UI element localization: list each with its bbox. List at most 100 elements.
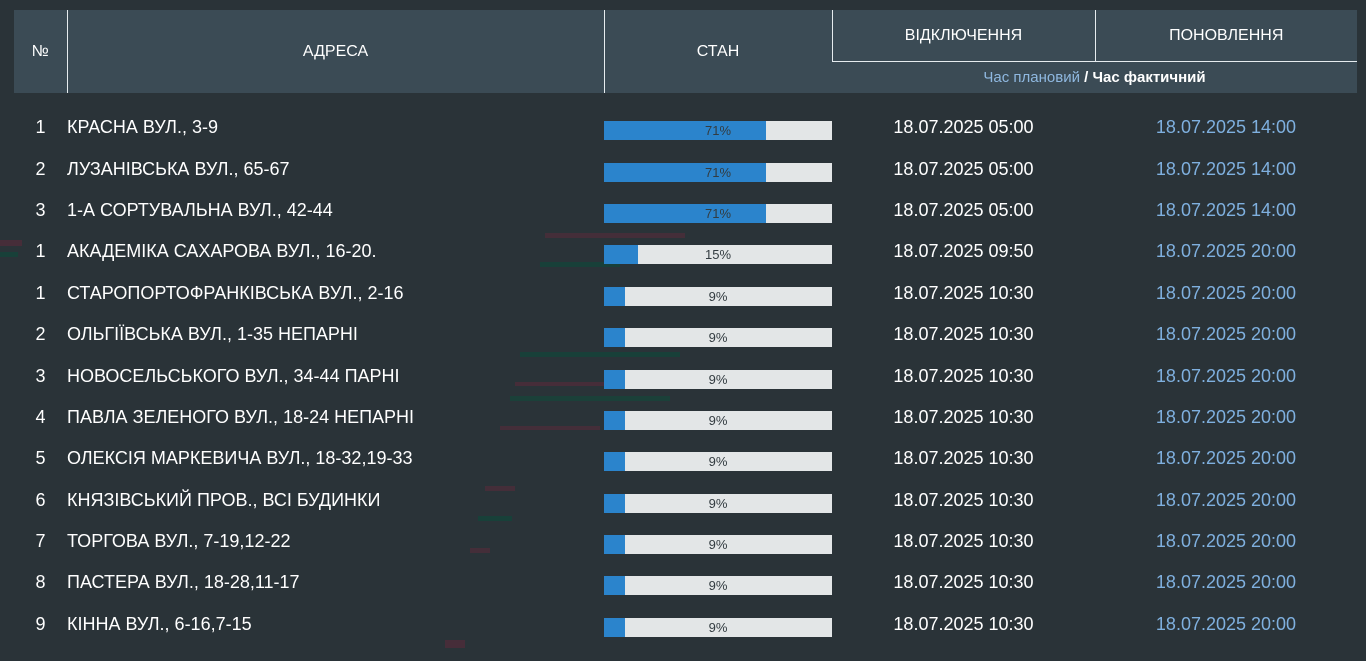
column-header-update: ПОНОВЛЕННЯ xyxy=(1094,10,1357,62)
row-outage-time: 18.07.2025 10:30 xyxy=(893,365,1034,386)
column-header-status: СТАН xyxy=(603,10,832,93)
row-number: 5 xyxy=(35,448,46,469)
progress-label: 71% xyxy=(704,164,732,180)
progress-bar: 9% xyxy=(604,493,832,513)
row-number: 8 xyxy=(35,572,46,593)
row-address: КІННА ВУЛ., 6-16,7-15 xyxy=(67,613,252,634)
table-row: 7 ТОРГОВА ВУЛ., 7-19,12-22 9% 18.07.2025… xyxy=(14,521,1357,562)
progress-bar: 9% xyxy=(604,452,832,472)
progress-label: 15% xyxy=(704,247,732,263)
table-row: 9 КІННА ВУЛ., 6-16,7-15 9% 18.07.2025 10… xyxy=(14,604,1357,645)
row-address: 1-А СОРТУВАЛЬНА ВУЛ., 42-44 xyxy=(67,199,333,220)
progress-bar: 9% xyxy=(604,576,832,596)
progress-label: 71% xyxy=(704,123,732,139)
row-update-time: 18.07.2025 20:00 xyxy=(1155,489,1297,510)
progress-fill xyxy=(604,535,625,555)
row-status: 9% xyxy=(604,604,832,645)
progress-fill xyxy=(604,203,766,223)
table-row: 6 КНЯЗІВСЬКИЙ ПРОВ., ВСІ БУДИНКИ 9% 18.0… xyxy=(14,480,1357,521)
table-row: 4 ПАВЛА ЗЕЛЕНОГО ВУЛ., 18-24 НЕПАРНІ 9% … xyxy=(14,397,1357,438)
row-outage-time: 18.07.2025 10:30 xyxy=(893,406,1034,427)
progress-fill xyxy=(604,410,625,430)
row-number: 1 xyxy=(35,117,46,138)
time-planned-label: Час плановий xyxy=(983,69,1080,86)
progress-fill xyxy=(604,369,625,389)
row-number: 4 xyxy=(35,406,46,427)
row-address: КРАСНА ВУЛ., 3-9 xyxy=(67,117,218,138)
row-status: 15% xyxy=(604,231,832,272)
table-row: 8 ПАСТЕРА ВУЛ., 18-28,11-17 9% 18.07.202… xyxy=(14,562,1357,603)
row-outage-time: 18.07.2025 10:30 xyxy=(893,448,1034,469)
row-number: 2 xyxy=(35,158,46,179)
row-status: 71% xyxy=(604,107,832,148)
progress-bar: 9% xyxy=(604,328,832,348)
progress-label: 9% xyxy=(708,454,728,470)
progress-bar: 15% xyxy=(604,245,832,265)
row-address: ПАСТЕРА ВУЛ., 18-28,11-17 xyxy=(67,572,300,593)
row-outage-time: 18.07.2025 05:00 xyxy=(893,199,1034,220)
progress-fill xyxy=(604,162,766,182)
row-update-time: 18.07.2025 20:00 xyxy=(1155,324,1297,345)
row-status: 9% xyxy=(604,562,832,603)
row-number: 3 xyxy=(35,199,46,220)
row-update-time: 18.07.2025 20:00 xyxy=(1155,365,1297,386)
time-separator: / xyxy=(1079,69,1093,86)
row-outage-time: 18.07.2025 10:30 xyxy=(893,572,1034,593)
progress-fill xyxy=(604,245,639,265)
progress-fill xyxy=(604,286,625,306)
row-address: ТОРГОВА ВУЛ., 7-19,12-22 xyxy=(67,531,291,552)
row-number: 1 xyxy=(35,282,46,303)
row-number: 1 xyxy=(35,241,46,262)
row-status: 71% xyxy=(604,148,832,189)
row-update-time: 18.07.2025 20:00 xyxy=(1155,448,1297,469)
row-outage-time: 18.07.2025 10:30 xyxy=(893,324,1034,345)
row-update-time: 18.07.2025 20:00 xyxy=(1155,282,1297,303)
row-address: ОЛЬГІЇВСЬКА ВУЛ., 1-35 НЕПАРНІ xyxy=(67,324,358,345)
row-status: 71% xyxy=(604,190,832,231)
progress-label: 9% xyxy=(708,412,728,428)
row-address: ОЛЕКСІЯ МАРКЕВИЧА ВУЛ., 18-32,19-33 xyxy=(67,448,413,469)
progress-label: 9% xyxy=(708,578,728,594)
progress-label: 9% xyxy=(708,537,728,553)
row-address: ЛУЗАНІВСЬКА ВУЛ., 65-67 xyxy=(67,158,290,179)
row-address: СТАРОПОРТОФРАНКІВСЬКА ВУЛ., 2-16 xyxy=(67,282,404,303)
progress-fill xyxy=(604,493,625,513)
table-row: 5 ОЛЕКСІЯ МАРКЕВИЧА ВУЛ., 18-32,19-33 9%… xyxy=(14,438,1357,479)
row-status: 9% xyxy=(604,355,832,396)
column-header-outage: ВІДКЛЮЧЕННЯ xyxy=(831,10,1095,62)
progress-bar: 9% xyxy=(604,410,832,430)
row-number: 6 xyxy=(35,489,46,510)
table-row: 1 КРАСНА ВУЛ., 3-9 71% 18.07.2025 05:00 … xyxy=(14,107,1357,148)
row-address: АКАДЕМІКА САХАРОВА ВУЛ., 16-20. xyxy=(67,241,377,262)
table-row: 3 1-А СОРТУВАЛЬНА ВУЛ., 42-44 71% 18.07.… xyxy=(14,190,1357,231)
table-row: 2 ЛУЗАНІВСЬКА ВУЛ., 65-67 71% 18.07.2025… xyxy=(14,148,1357,189)
progress-fill xyxy=(604,328,625,348)
row-number: 9 xyxy=(35,613,46,634)
progress-fill xyxy=(604,452,625,472)
table-body: 1 КРАСНА ВУЛ., 3-9 71% 18.07.2025 05:00 … xyxy=(14,93,1357,645)
progress-bar: 9% xyxy=(604,535,832,555)
progress-label: 9% xyxy=(708,371,728,387)
table-row: 1 АКАДЕМІКА САХАРОВА ВУЛ., 16-20. 15% 18… xyxy=(14,231,1357,272)
row-update-time: 18.07.2025 20:00 xyxy=(1155,531,1297,552)
row-address: ПАВЛА ЗЕЛЕНОГО ВУЛ., 18-24 НЕПАРНІ xyxy=(67,406,415,427)
progress-label: 71% xyxy=(704,205,732,221)
table-row: 2 ОЛЬГІЇВСЬКА ВУЛ., 1-35 НЕПАРНІ 9% 18.0… xyxy=(14,314,1357,355)
time-actual-label: Час фактичний xyxy=(1092,69,1206,86)
row-number: 2 xyxy=(35,324,46,345)
row-status: 9% xyxy=(604,480,832,521)
row-outage-time: 18.07.2025 05:00 xyxy=(893,158,1034,179)
row-outage-time: 18.07.2025 10:30 xyxy=(893,489,1034,510)
row-status: 9% xyxy=(604,521,832,562)
outage-table: № АДРЕСА СТАН ВІДКЛЮЧЕННЯ ПОНОВЛЕННЯ Час… xyxy=(14,10,1357,645)
row-number: 7 xyxy=(35,531,46,552)
row-update-time: 18.07.2025 14:00 xyxy=(1155,117,1297,138)
time-legend: Час плановий / Час фактичний xyxy=(832,61,1357,93)
progress-fill xyxy=(604,617,625,637)
progress-bar: 9% xyxy=(604,286,832,306)
table-row: 1 СТАРОПОРТОФРАНКІВСЬКА ВУЛ., 2-16 9% 18… xyxy=(14,273,1357,314)
table-header: № АДРЕСА СТАН ВІДКЛЮЧЕННЯ ПОНОВЛЕННЯ Час… xyxy=(14,10,1357,93)
row-update-time: 18.07.2025 20:00 xyxy=(1155,406,1297,427)
progress-bar: 9% xyxy=(604,369,832,389)
progress-label: 9% xyxy=(708,288,728,304)
